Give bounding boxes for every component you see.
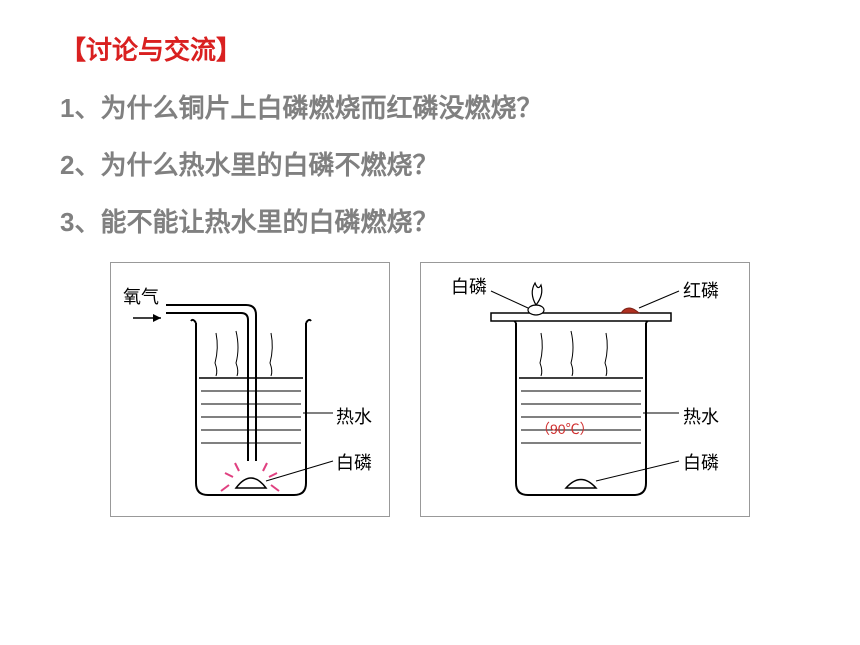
heading-text: 【讨论与交流】 — [60, 35, 242, 65]
label-redp-top: 红磷 — [683, 277, 719, 303]
question-3: 3、能不能让热水里的白磷燃烧？ — [60, 203, 800, 242]
label-whitep-left: 白磷 — [336, 449, 372, 475]
q1-text: 为什么铜片上白磷燃烧而红磷没燃烧？ — [100, 93, 542, 123]
diagrams-row: 氧气 热水 白磷 — [60, 262, 800, 517]
q3-text: 能不能让热水里的白磷燃烧？ — [100, 207, 438, 237]
label-hotwater-right: 热水 — [683, 403, 719, 429]
red-phosphorus-top — [621, 308, 639, 313]
q2-text: 为什么热水里的白磷不燃烧？ — [100, 150, 438, 180]
diagram-right: 白磷 红磷 热水 白磷 （90℃） — [420, 262, 750, 517]
q3-num: 3、 — [60, 207, 100, 237]
white-phosphorus-bottom — [566, 480, 596, 489]
label-oxygen: 氧气 — [123, 283, 159, 309]
beaker-left — [191, 320, 311, 495]
white-phosphorus-left — [221, 463, 279, 491]
discussion-heading: 【讨论与交流】 — [60, 30, 800, 67]
label-temperature: （90℃） — [536, 419, 594, 439]
diagram-left: 氧气 热水 白磷 — [110, 262, 390, 517]
label-whitep-top: 白磷 — [451, 273, 487, 299]
question-1: 1、为什么铜片上白磷燃烧而红磷没燃烧？ — [60, 89, 800, 128]
label-hotwater-left: 热水 — [336, 403, 372, 429]
q1-num: 1、 — [60, 93, 100, 123]
q2-num: 2、 — [60, 150, 100, 180]
label-whitep-bottom: 白磷 — [683, 449, 719, 475]
question-2: 2、为什么热水里的白磷不燃烧？ — [60, 146, 800, 185]
oxygen-tube — [133, 305, 256, 461]
beaker-right — [511, 320, 651, 495]
copper-plate — [491, 313, 671, 321]
white-phosphorus-top — [528, 283, 544, 315]
